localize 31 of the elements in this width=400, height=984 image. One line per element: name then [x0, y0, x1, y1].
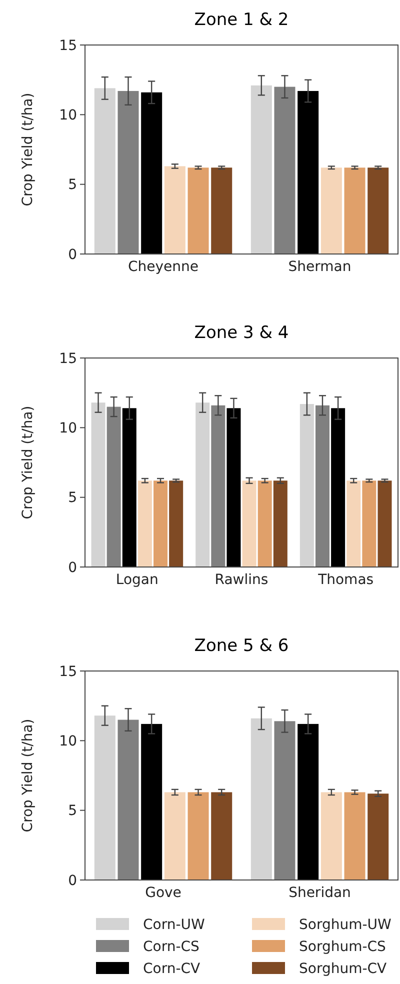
- y-tick-label: 0: [68, 560, 77, 576]
- y-tick-label: 5: [68, 490, 77, 506]
- x-tick-label: Sherman: [288, 259, 352, 275]
- x-tick-label: Rawlins: [214, 572, 268, 588]
- y-tick-label: 10: [59, 108, 77, 124]
- legend-label: Sorghum-CS: [299, 938, 386, 955]
- y-axis-title: Crop Yield (t/ha): [20, 718, 36, 832]
- legend-label: Sorghum-CV: [299, 960, 388, 977]
- y-axis-title: Crop Yield (t/ha): [20, 92, 36, 206]
- x-tick-label: Sheridan: [288, 885, 351, 901]
- x-tick-label: Logan: [116, 572, 158, 588]
- legend-label: Corn-CV: [143, 960, 201, 977]
- y-axis-title: Crop Yield (t/ha): [20, 406, 36, 520]
- chart-title: Zone 1 & 2: [194, 10, 289, 30]
- chart-title: Zone 5 & 6: [194, 636, 289, 656]
- y-tick-label: 5: [68, 177, 77, 194]
- legend-label: Sorghum-UW: [299, 916, 392, 933]
- y-tick-label: 10: [59, 734, 77, 750]
- y-tick-label: 15: [59, 350, 77, 367]
- y-tick-label: 0: [68, 872, 77, 889]
- x-tick-label: Cheyenne: [128, 259, 199, 275]
- x-tick-label: Gove: [145, 885, 182, 901]
- y-tick-label: 15: [59, 38, 77, 54]
- y-tick-label: 15: [59, 664, 77, 680]
- y-tick-label: 0: [68, 246, 77, 263]
- y-tick-label: 5: [68, 803, 77, 820]
- y-tick-label: 10: [59, 420, 77, 437]
- chart-title: Zone 3 & 4: [194, 323, 289, 343]
- legend-label: Corn-UW: [143, 916, 206, 933]
- x-tick-label: Thomas: [317, 572, 374, 588]
- legend-label: Corn-CS: [143, 938, 200, 955]
